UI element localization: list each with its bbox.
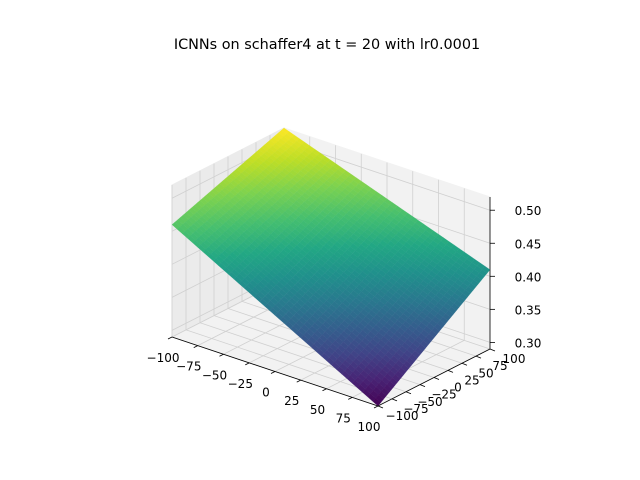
tick-mark (193, 345, 198, 348)
tick-mark (461, 362, 468, 366)
z-tick-label: 0.45 (515, 237, 542, 251)
tick-mark (322, 388, 327, 392)
tick-mark (489, 348, 496, 352)
y-tick-label: −25 (431, 388, 456, 402)
tick-mark (433, 377, 440, 380)
tick-mark (419, 384, 426, 387)
y-tick-label: 25 (464, 373, 479, 387)
y-tick-label: 0 (454, 381, 462, 395)
tick-mark (447, 370, 454, 373)
tick-labels: −100−75−50−250255075100−100−75−50−250255… (147, 204, 542, 434)
surface-patch (372, 397, 382, 407)
tick-mark (219, 353, 224, 357)
surface-plot (171, 127, 491, 407)
tick-mark (296, 379, 301, 383)
tick-mark (373, 405, 379, 409)
y-tick-label: 100 (503, 352, 526, 366)
z-tick-label: 0.30 (515, 336, 542, 350)
tick-mark (377, 405, 384, 409)
y-tick-label: −50 (417, 395, 442, 409)
x-tick-label: −50 (202, 368, 227, 382)
tick-mark (348, 397, 353, 400)
y-tick-label: −100 (386, 409, 419, 423)
tick-mark (405, 391, 412, 395)
tick-mark (391, 398, 398, 402)
chart-title: ICNNs on schaffer4 at t = 20 with lr0.00… (174, 37, 480, 53)
x-tick-label: −75 (176, 360, 201, 374)
x-tick-label: 75 (336, 411, 351, 425)
x-tick-label: 100 (358, 420, 381, 434)
tick-mark (245, 362, 250, 366)
y-tick-label: −75 (403, 402, 428, 416)
x-tick-label: −100 (147, 351, 180, 365)
x-tick-label: 25 (284, 394, 299, 408)
x-tick-label: −25 (228, 377, 253, 391)
tick-mark (475, 355, 482, 359)
z-tick-label: 0.40 (515, 270, 542, 284)
tick-mark (270, 371, 276, 374)
x-tick-label: 0 (262, 386, 270, 400)
tick-mark (167, 336, 173, 340)
x-tick-label: 50 (310, 403, 325, 417)
z-tick-label: 0.50 (515, 204, 542, 218)
y-tick-label: 50 (478, 366, 493, 380)
z-tick-label: 0.35 (515, 303, 542, 317)
y-tick-label: 75 (492, 359, 507, 373)
